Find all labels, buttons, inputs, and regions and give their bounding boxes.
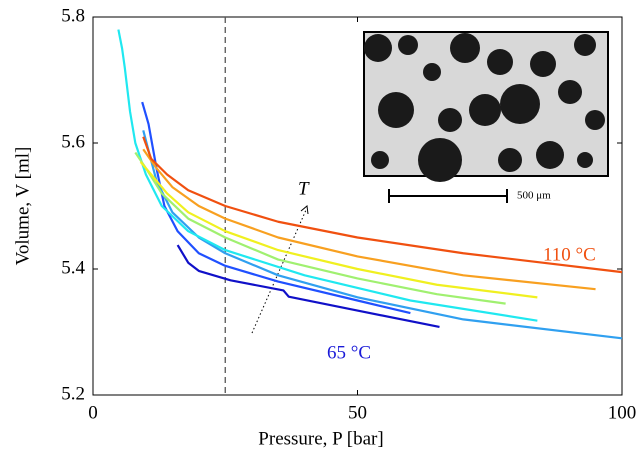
x-tick-label: 100 bbox=[608, 402, 637, 423]
trend-arrow bbox=[251, 209, 307, 334]
series-line bbox=[142, 136, 623, 274]
series-line bbox=[139, 161, 538, 299]
y-tick-label: 5.2 bbox=[61, 383, 85, 404]
y-tick-label: 5.4 bbox=[61, 257, 85, 278]
y-tick-label: 5.8 bbox=[61, 5, 85, 26]
arrow-head bbox=[300, 205, 309, 215]
y-axis-label: Volume, V [ml] bbox=[12, 147, 33, 266]
y-tick-label: 5.6 bbox=[61, 131, 85, 152]
series-line bbox=[134, 151, 506, 305]
x-axis-label: Pressure, P [bar] bbox=[258, 428, 383, 449]
series-line bbox=[117, 29, 538, 322]
annotation: T bbox=[298, 178, 310, 199]
series-line bbox=[142, 130, 623, 340]
inset-micrograph bbox=[363, 31, 609, 203]
x-tick-label: 0 bbox=[88, 402, 98, 423]
series-line bbox=[176, 244, 440, 329]
x-tick-label: 50 bbox=[348, 402, 367, 423]
annotation: 500 μm bbox=[517, 190, 551, 202]
annotation: 65 °C bbox=[327, 342, 371, 363]
series-line bbox=[141, 101, 411, 315]
series-line bbox=[142, 148, 596, 291]
annotation: 110 °C bbox=[543, 244, 596, 265]
